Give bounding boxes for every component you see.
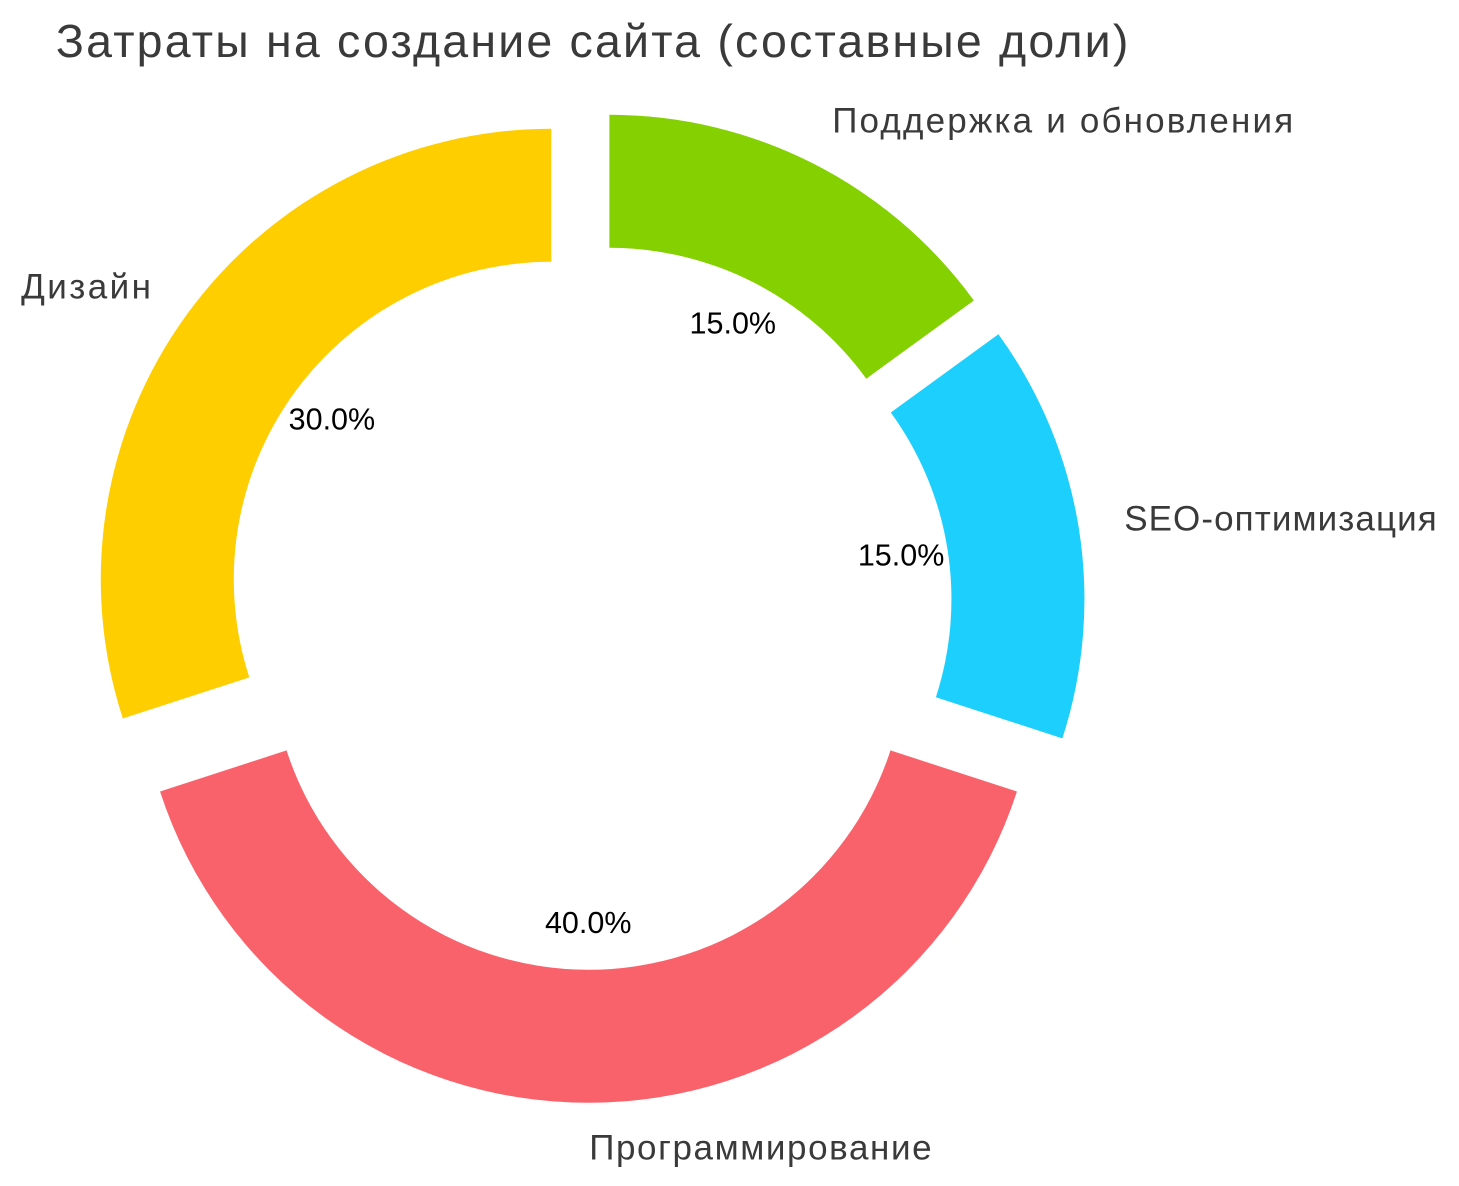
svg-text:40.0%: 40.0% bbox=[545, 906, 631, 940]
svg-text:Поддержка и обновления: Поддержка и обновления bbox=[832, 102, 1295, 141]
svg-text:SEO-оптимизация: SEO-оптимизация bbox=[1124, 500, 1438, 539]
svg-text:15.0%: 15.0% bbox=[690, 307, 776, 341]
svg-text:Затраты на создание сайта (сос: Затраты на создание сайта (составные дол… bbox=[56, 15, 1131, 67]
svg-text:Программирование: Программирование bbox=[589, 1129, 933, 1168]
svg-text:Дизайн: Дизайн bbox=[21, 267, 153, 306]
svg-text:30.0%: 30.0% bbox=[289, 402, 375, 436]
svg-text:15.0%: 15.0% bbox=[858, 539, 944, 573]
